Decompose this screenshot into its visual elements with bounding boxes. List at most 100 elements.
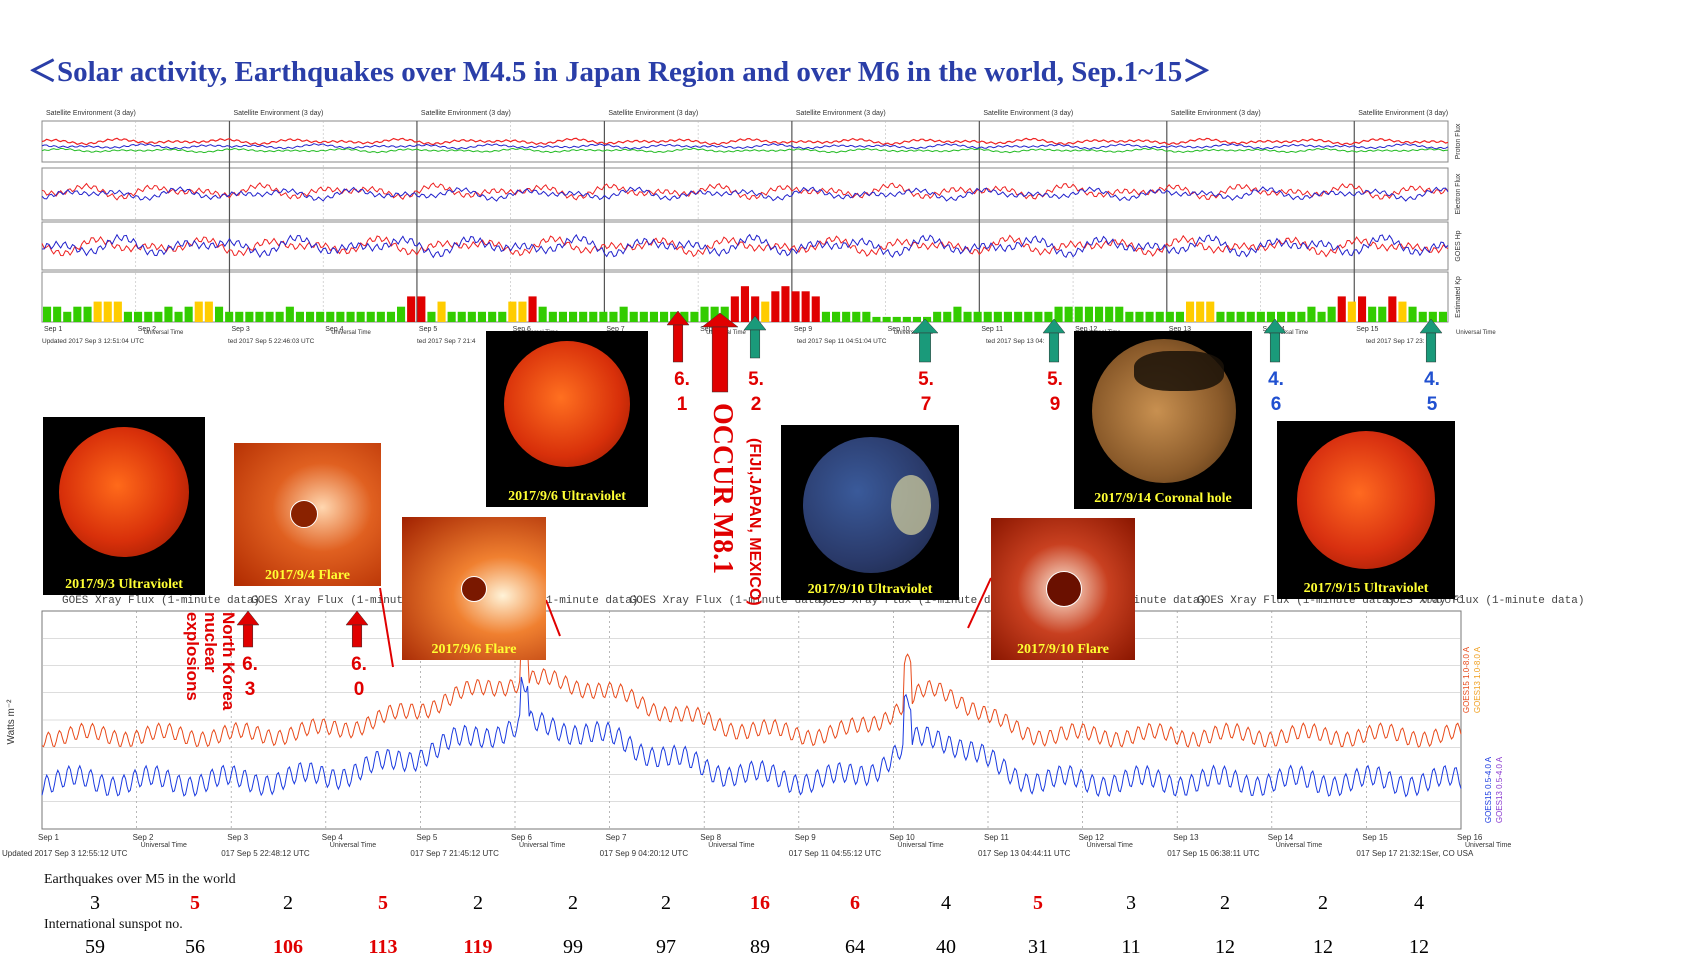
xray-universal-time-label: Universal Time [708,842,754,849]
kp-bar [447,311,456,322]
xray-header: GOES Xray Flux (1-minute data) [630,595,828,607]
top-x-tick-label: Sep 12 [1075,326,1097,333]
xray-long-channel-line [41,635,1462,748]
fiji-japan-mexico-label: (FIJI,JAPAN, MEXICO) [746,438,763,606]
earthquake-count: 2 [1318,892,1328,914]
kp-bar [973,311,982,322]
photo-sep6-ultraviolet: 2017/9/6 Ultraviolet [486,331,648,507]
xray-legend-entry: GOES15 1.0-8.0 A [1462,646,1471,713]
xray-x-tick-label: Sep 8 [700,833,721,842]
quake-label-world: 6. [351,654,367,675]
xray-updated-label: 017 Sep 9 04:20:12 UTC [600,849,689,858]
page-title: ＜Solar activity, Earthquakes over M4.5 i… [28,56,1212,88]
kp-bar [518,301,527,322]
kp-bar [83,306,92,322]
photo-sep14-coronal-hole: 2017/9/14 Coronal hole [1074,331,1252,509]
kp-bar [386,311,395,322]
xray-x-tick-label: Sep 10 [889,833,915,842]
xray-updated-label: 017 Sep 15 06:38:11 UTC [1167,849,1260,858]
kp-bar [407,296,416,322]
kp-bar [275,311,284,322]
top-pane-axis-label: Proton Flux [1455,123,1462,159]
kp-bar [993,311,1002,322]
kp-bar [306,311,315,322]
xray-updated-label: 017 Sep 11 04:55:12 UTC [789,849,882,858]
kp-bar [1064,306,1073,322]
xray-x-tick-label: Sep 3 [227,833,248,842]
red-arrow-sep3-head [236,610,260,626]
sunspot-count: 12 [1313,936,1333,958]
xray-header: GOES Xray Flux (1-minute data) [251,595,449,607]
kp-bar [1135,311,1144,322]
proton-flux-blue-line [41,143,1449,150]
kp-bar [1347,301,1356,322]
kp-bar [457,311,466,322]
top-x-tick-label: Sep 3 [231,326,249,333]
top-updated-label: ted 2017 Sep 5 22:46:03 UTC [228,338,315,345]
kp-bar [1236,311,1245,322]
kp-bar [225,311,234,322]
top-updated-label: Updated 2017 Sep 3 12:51:04 UTC [42,338,144,345]
kp-bar [255,311,264,322]
kp-bar [1438,311,1447,322]
xray-universal-time-label: Universal Time [141,842,187,849]
panel-header: Satellite Environment (3 day) [983,110,1073,117]
kp-bar [609,311,618,322]
kp-bar [1378,306,1387,322]
quake-label-world-decimal: 3 [245,679,256,700]
xray-legend-entry: GOES13 0.5-4.0 A [1495,756,1504,823]
kp-bar [953,306,962,322]
kp-bar [295,311,304,322]
quake-label-japan-decimal: 1 [677,394,688,415]
photo-sep10-ultraviolet: 2017/9/10 Ultraviolet [781,425,959,600]
kp-bar [832,311,841,322]
earthquake-count: 5 [190,892,200,914]
kp-bar [1327,306,1336,322]
top-x-tick-label: Sep 10 [888,326,910,333]
earthquakes-label: Earthquakes over M5 in the world [44,872,236,887]
kp-bar [862,311,871,322]
kp-bar [639,311,648,322]
sunspot-count: 40 [936,936,956,958]
red-arrow-sep8-shaft [672,324,684,363]
xray-updated-label: 017 Sep 5 22:48:12 UTC [221,849,310,858]
kp-bar [285,306,294,322]
kp-bar [144,311,153,322]
sunspot-count: 97 [656,936,676,958]
earthquake-count: 5 [1033,892,1043,914]
top-x-tick-label: Sep 13 [1169,326,1191,333]
kp-bar [498,311,507,322]
kp-bar [1206,301,1215,322]
earthquake-count: 16 [750,892,770,914]
top-universal-time-label: Universal Time [331,330,371,336]
kp-bar [1398,301,1407,322]
proton-flux-red-line [41,137,1449,146]
kp-bar [1074,306,1083,322]
xray-ylabel: Watts m⁻² [6,699,17,745]
xray-x-tick-label: Sep 16 [1457,833,1483,842]
earthquake-count: 2 [1220,892,1230,914]
kp-bar [811,296,820,322]
occur-arrow-shaft [711,326,729,393]
kp-bar [963,311,972,322]
kp-bar [1196,301,1205,322]
kp-bar [528,296,537,322]
kp-bar [1155,311,1164,322]
xray-universal-time-label: Universal Time [330,842,376,849]
kp-bar [599,311,608,322]
sunspot-count: 64 [845,936,865,958]
xray-short-channel-line [41,676,1462,798]
xray-updated-label: 017 Sep 13 04:44:11 UTC [978,849,1071,858]
kp-bar [1408,306,1417,322]
kp-bar [720,306,729,322]
kp-bar [336,311,345,322]
quake-label-japan-decimal: 2 [751,394,762,415]
earthquake-count: 3 [90,892,100,914]
xray-x-tick-label: Sep 9 [795,833,816,842]
kp-bar [1105,306,1114,322]
kp-bar [933,311,942,322]
kp-bar [740,286,749,322]
xray-x-tick-label: Sep 7 [606,833,627,842]
kp-bar [710,306,719,322]
earthquake-count: 5 [378,892,388,914]
